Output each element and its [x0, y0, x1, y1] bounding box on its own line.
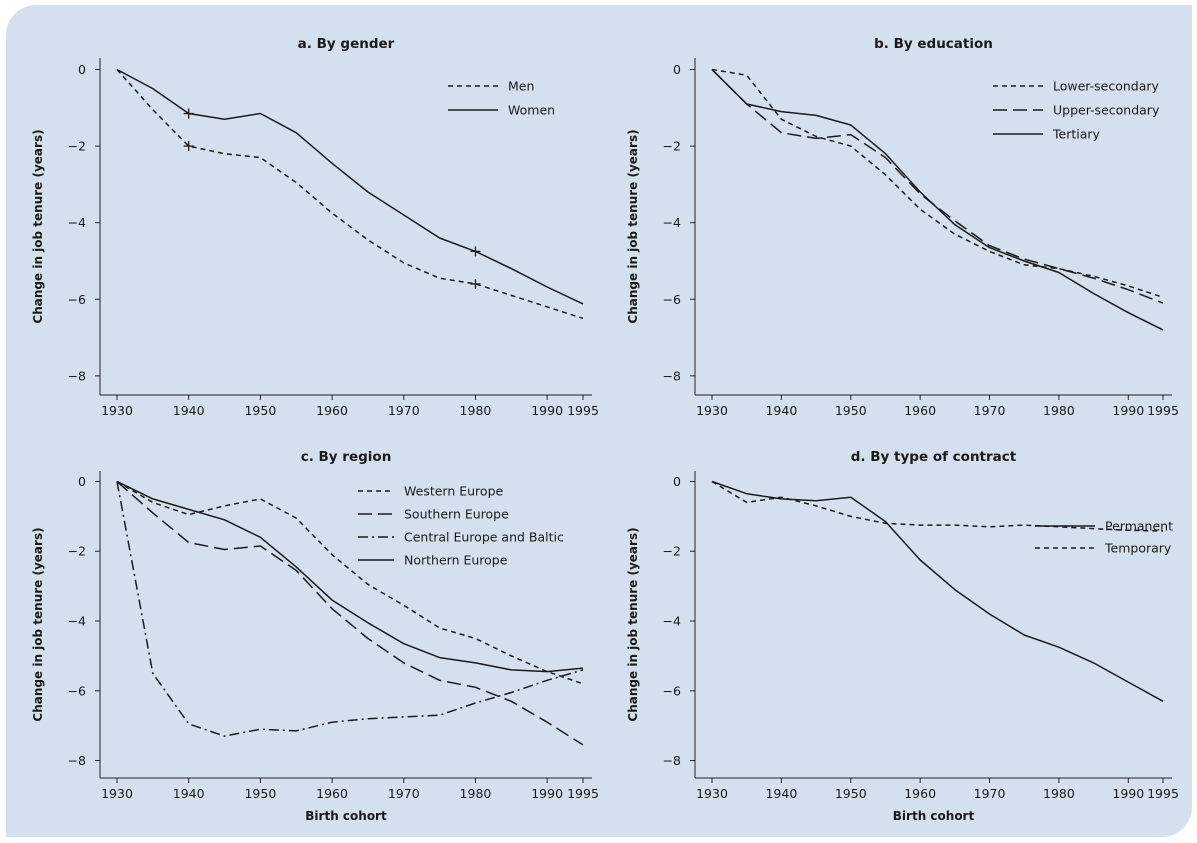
- chart-panel-4: d. By type of contract 0 −2 −4 −6 −8 1930 1940 1…: [626, 449, 1179, 823]
- legend-label: Western Europe: [404, 484, 504, 499]
- cross-marker: [183, 108, 194, 119]
- legend-label: Lower-secondary: [1053, 79, 1160, 94]
- x-tick-label: 1940: [173, 786, 205, 801]
- x-axis-label: Birth cohort: [305, 809, 387, 823]
- legend: Men Women: [448, 79, 555, 118]
- legend-label: Southern Europe: [404, 507, 509, 522]
- legend-label: Northern Europe: [404, 553, 508, 568]
- y-tick-label: −8: [68, 368, 86, 383]
- chart-panel-1: a. By gender 0 −2 −4 −6 −8 1930 1940 1950 1960 197…: [31, 36, 599, 418]
- y-tick-label: −2: [663, 139, 681, 154]
- x-tick-label: 1990: [531, 403, 563, 418]
- series-line-permanent: [711, 480, 1164, 702]
- x-tick-label: 1930: [696, 403, 728, 418]
- x-tick-label: 1940: [765, 403, 797, 418]
- legend-label: Men: [508, 79, 534, 94]
- x-tick-label: 1995: [567, 786, 599, 801]
- legend-label: Women: [508, 103, 555, 118]
- series-line-upper-secondary: [711, 68, 1164, 304]
- y-tick-label: −2: [68, 139, 86, 154]
- y-tick-label: −4: [663, 614, 681, 629]
- y-tick-label: −8: [663, 368, 681, 383]
- legend-label: Central Europe and Baltic: [404, 530, 564, 545]
- x-tick-label: 1940: [765, 786, 797, 801]
- y-tick-label: 0: [673, 62, 681, 77]
- series-line-men: [116, 69, 584, 320]
- x-tick-label: 1995: [567, 403, 599, 418]
- x-tick-label: 1960: [316, 403, 348, 418]
- chart-title: c. By region: [301, 449, 392, 465]
- series-line-southern-europe: [116, 480, 584, 746]
- x-tick-label: 1950: [244, 786, 276, 801]
- y-tick-label: −4: [663, 215, 681, 230]
- series-line-lower-secondary: [711, 68, 1164, 299]
- y-tick-label: −4: [68, 614, 86, 629]
- x-tick-label: 1950: [244, 403, 276, 418]
- y-tick-label: −6: [663, 683, 681, 698]
- y-tick-label: −8: [663, 753, 681, 768]
- x-tick-label: 1990: [1112, 786, 1144, 801]
- x-tick-label: 1960: [316, 786, 348, 801]
- y-tick-label: −6: [68, 292, 86, 307]
- x-tick-label: 1995: [1147, 786, 1179, 801]
- x-tick-label: 1960: [904, 403, 936, 418]
- legend-label: Temporary: [1104, 541, 1172, 556]
- cross-marker: [470, 278, 481, 289]
- x-tick-label: 1950: [835, 403, 867, 418]
- x-tick-label: 1980: [460, 403, 492, 418]
- y-tick-label: −6: [663, 292, 681, 307]
- y-tick-label: 0: [78, 62, 86, 77]
- y-axis-label: Change in job tenure (years): [626, 129, 640, 323]
- y-tick-label: −2: [68, 544, 86, 559]
- y-tick-label: −2: [663, 544, 681, 559]
- y-tick-label: −4: [68, 215, 86, 230]
- x-tick-label: 1930: [101, 403, 133, 418]
- chart-panel-3: c. By region 0 −2 −4 −6 −8 1930 1940 1950 1960 197…: [31, 449, 599, 823]
- x-tick-label: 1990: [1112, 403, 1144, 418]
- x-axis-label: Birth cohort: [893, 809, 975, 823]
- legend-label: Permanent: [1105, 519, 1173, 534]
- x-tick-label: 1995: [1147, 403, 1179, 418]
- cross-marker: [470, 246, 481, 257]
- x-tick-label: 1980: [460, 786, 492, 801]
- x-tick-label: 1930: [696, 786, 728, 801]
- x-tick-label: 1970: [974, 786, 1006, 801]
- legend-label: Upper-secondary: [1053, 103, 1160, 118]
- x-tick-label: 1970: [388, 786, 420, 801]
- series-line-women: [116, 68, 584, 305]
- figure-background: [6, 5, 1192, 837]
- y-tick-label: 0: [673, 474, 681, 489]
- x-tick-label: 1950: [835, 786, 867, 801]
- legend: Permanent Temporary: [1035, 519, 1173, 556]
- x-tick-label: 1990: [531, 786, 563, 801]
- x-tick-label: 1980: [1043, 403, 1075, 418]
- y-tick-label: −6: [68, 683, 86, 698]
- y-axis-label: Change in job tenure (years): [31, 527, 45, 721]
- series-line-northern-europe: [116, 480, 584, 673]
- series-line-central-europe-and-baltic: [116, 481, 584, 737]
- legend: Lower-secondary Upper-secondary Tertiary: [993, 79, 1160, 142]
- chart-title: d. By type of contract: [851, 449, 1017, 465]
- y-axis-label: Change in job tenure (years): [626, 527, 640, 721]
- series-line-temporary: [711, 480, 1164, 532]
- series-line-tertiary: [711, 68, 1164, 331]
- x-tick-label: 1970: [974, 403, 1006, 418]
- chart-panel-2: b. By education 0 −2 −4 −6 −8 1930 1940 1950 1960…: [626, 36, 1179, 418]
- y-axis-label: Change in job tenure (years): [31, 129, 45, 323]
- x-tick-label: 1940: [173, 403, 205, 418]
- x-tick-label: 1960: [904, 786, 936, 801]
- x-tick-label: 1970: [388, 403, 420, 418]
- cross-marker: [183, 141, 194, 152]
- y-tick-label: 0: [78, 474, 86, 489]
- chart-title: a. By gender: [298, 36, 395, 52]
- x-tick-label: 1930: [101, 786, 133, 801]
- x-tick-label: 1980: [1043, 786, 1075, 801]
- series-line-western-europe: [116, 480, 584, 685]
- legend-label: Tertiary: [1052, 127, 1101, 142]
- legend: Western Europe Southern Europe Central Eur…: [358, 484, 564, 568]
- chart-title: b. By education: [874, 36, 993, 52]
- y-tick-label: −8: [68, 753, 86, 768]
